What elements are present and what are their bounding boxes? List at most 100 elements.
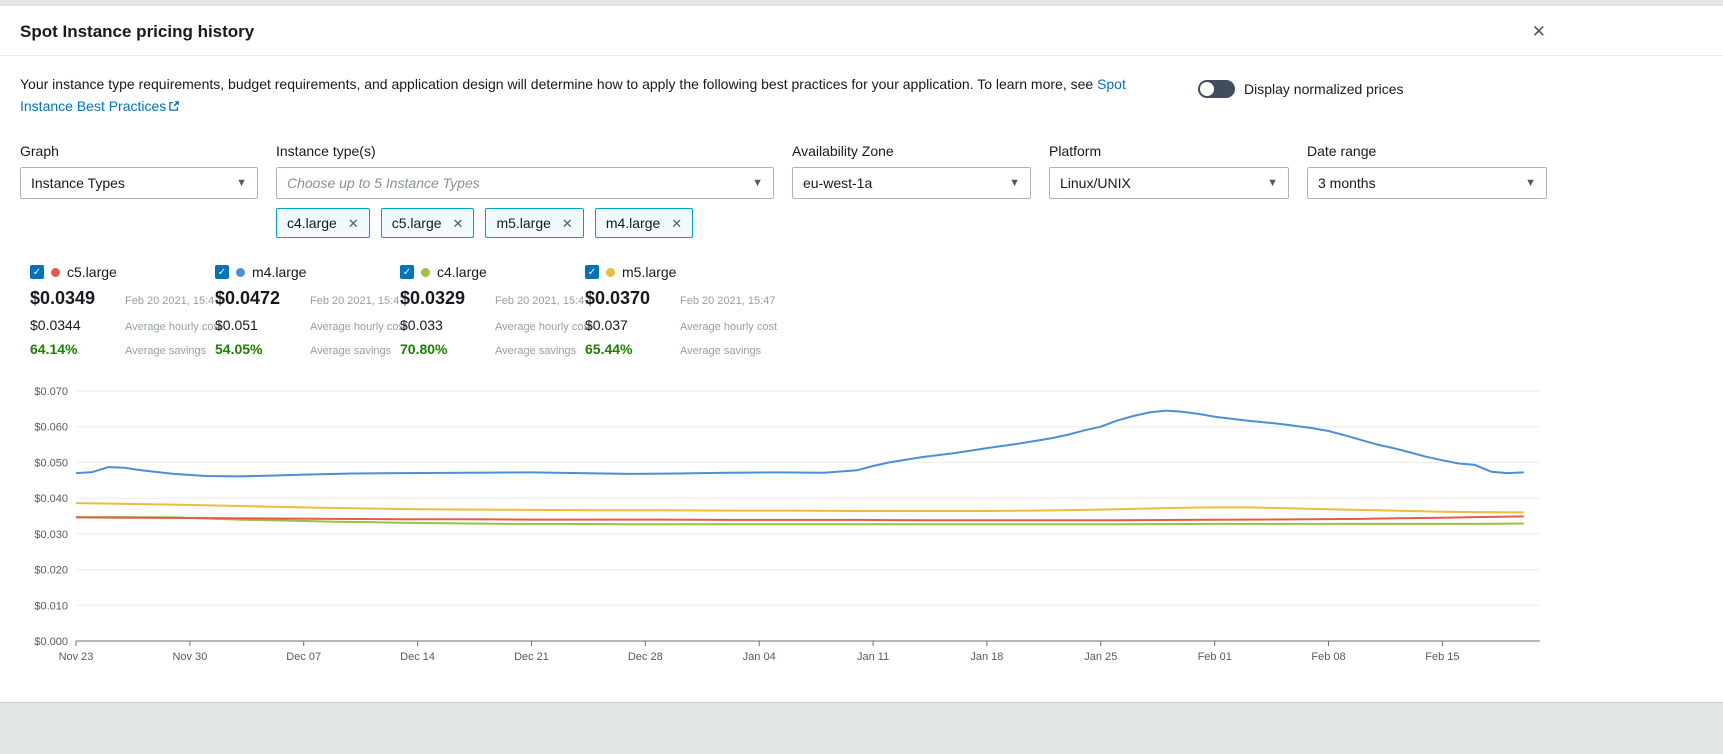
series-name: c5.large	[67, 264, 117, 281]
svg-text:Jan 11: Jan 11	[857, 651, 889, 663]
tag-dismiss-icon[interactable]: ✕	[347, 215, 359, 231]
chevron-down-icon: ▼	[752, 176, 763, 189]
series-checkbox[interactable]: ✓	[400, 265, 414, 280]
modal-header: Spot Instance pricing history ✕	[0, 6, 1723, 56]
platform-field: Platform Linux/UNIX ▼	[1049, 143, 1289, 200]
availability-zone-label: Availability Zone	[792, 143, 894, 160]
average-price-label: Average hourly cost	[125, 321, 223, 334]
tag-dismiss-icon[interactable]: ✕	[671, 215, 683, 231]
best-practices-link[interactable]: Spot Instance Best Practices	[20, 76, 1126, 114]
average-savings: 64.14%	[30, 341, 78, 358]
tag-c5large: c5.large ✕	[380, 208, 475, 239]
spot-pricing-history-modal: Spot Instance pricing history ✕ Your ins…	[0, 6, 1723, 704]
average-savings-label: Average savings	[680, 345, 762, 358]
average-price: $0.037	[585, 317, 628, 334]
average-price: $0.033	[400, 317, 443, 334]
toggle-knob	[1200, 82, 1214, 96]
filters-row: Graph Instance Types ▼ Instance type(s) …	[20, 143, 1548, 239]
current-price: $0.0370	[585, 288, 651, 309]
tag-label: m4.large	[605, 215, 661, 232]
chevron-down-icon: ▼	[1525, 176, 1536, 189]
availability-zone-field: Availability Zone eu-west-1a ▼	[792, 143, 1031, 200]
legend-card-c5large: ✓ c5.large $0.0349 Feb 20 2021, 15:47 $0.…	[30, 264, 222, 358]
series-checkbox[interactable]: ✓	[30, 265, 44, 280]
chevron-down-icon: ▼	[1009, 176, 1020, 189]
price-timestamp: Feb 20 2021, 15:47	[310, 295, 406, 308]
legend-card-m5large: ✓ m5.large $0.0370 Feb 20 2021, 15:47 $0.…	[585, 264, 777, 358]
average-savings: 70.80%	[400, 341, 448, 358]
average-price-label: Average hourly cost	[680, 321, 778, 334]
series-color-dot	[421, 267, 430, 277]
series-name: m4.large	[252, 264, 307, 281]
date-range-field: Date range 3 months ▼	[1307, 143, 1547, 200]
svg-text:$0.040: $0.040	[34, 493, 68, 505]
platform-label: Platform	[1049, 143, 1102, 160]
price-chart-svg: $0.000 $0.010 $0.020 $0.030 $0.040 $0.050 $0.0…	[34, 386, 1540, 663]
instance-types-select[interactable]: Choose up to 5 Instance Types ▼	[276, 167, 774, 200]
svg-text:$0.000: $0.000	[34, 636, 68, 648]
date-range-label: Date range	[1307, 143, 1377, 160]
price-timestamp: Feb 20 2021, 15:47	[495, 295, 591, 308]
platform-value: Linux/UNIX	[1060, 175, 1131, 192]
average-price-label: Average hourly cost	[310, 321, 408, 334]
page-title: Spot Instance pricing history	[20, 21, 255, 41]
series-name: m5.large	[622, 264, 677, 281]
chevron-down-icon: ▼	[236, 176, 247, 189]
close-icon[interactable]: ✕	[1531, 22, 1546, 41]
average-price: $0.051	[215, 317, 258, 334]
legend-card-c4large: ✓ c4.large $0.0329 Feb 20 2021, 15:47 $0.…	[400, 264, 592, 358]
tag-c4large: c4.large ✕	[276, 208, 370, 239]
current-price: $0.0472	[215, 288, 281, 309]
tag-label: c4.large	[287, 215, 337, 232]
average-savings-label: Average savings	[125, 345, 207, 358]
average-savings-label: Average savings	[310, 345, 392, 358]
instance-type-tags: c4.large ✕ c5.large ✕ m5.large ✕ m4.larg…	[276, 208, 774, 239]
tag-label: m5.large	[496, 215, 551, 232]
graph-select[interactable]: Instance Types ▼	[20, 167, 258, 200]
svg-text:Jan 04: Jan 04	[743, 651, 776, 663]
series-color-dot	[606, 267, 615, 277]
series-checkbox[interactable]: ✓	[585, 265, 599, 280]
tag-dismiss-icon[interactable]: ✕	[452, 215, 464, 231]
legend-card-m4large: ✓ m4.large $0.0472 Feb 20 2021, 15:47 $0.…	[215, 264, 407, 358]
svg-text:Dec 14: Dec 14	[400, 651, 435, 663]
graph-select-value: Instance Types	[31, 175, 125, 192]
tag-dismiss-icon[interactable]: ✕	[561, 215, 573, 231]
current-price: $0.0349	[30, 288, 96, 309]
current-price: $0.0329	[400, 288, 466, 309]
svg-text:Jan 18: Jan 18	[970, 651, 1003, 663]
price-timestamp: Feb 20 2021, 15:47	[125, 295, 221, 308]
svg-text:$0.050: $0.050	[34, 458, 68, 470]
pricing-history-chart: $0.000 $0.010 $0.020 $0.030 $0.040 $0.050 $0.0…	[20, 379, 1548, 676]
instance-types-field: Instance type(s) Choose up to 5 Instance…	[276, 143, 774, 239]
tag-m5large: m5.large ✕	[485, 208, 584, 239]
normalized-prices-toggle[interactable]	[1198, 80, 1235, 98]
svg-text:Dec 07: Dec 07	[286, 651, 321, 663]
normalized-prices-toggle-group: Display normalized prices	[1198, 79, 1404, 99]
tag-label: c5.large	[391, 215, 442, 232]
svg-text:$0.060: $0.060	[34, 422, 68, 434]
svg-text:Jan 25: Jan 25	[1084, 651, 1117, 663]
svg-text:$0.020: $0.020	[34, 565, 68, 577]
availability-zone-select[interactable]: eu-west-1a ▼	[792, 167, 1031, 200]
series-checkbox[interactable]: ✓	[215, 265, 229, 280]
instance-types-placeholder: Choose up to 5 Instance Types	[287, 175, 480, 192]
intro-text: Your instance type requirements, budget …	[20, 74, 1140, 117]
series-color-dot	[236, 267, 245, 277]
price-timestamp: Feb 20 2021, 15:47	[680, 295, 776, 308]
svg-text:$0.070: $0.070	[34, 386, 68, 398]
date-range-select[interactable]: 3 months ▼	[1307, 167, 1547, 200]
svg-text:$0.030: $0.030	[34, 529, 68, 541]
platform-select[interactable]: Linux/UNIX ▼	[1049, 167, 1289, 200]
svg-text:$0.010: $0.010	[34, 601, 68, 613]
svg-text:Feb 15: Feb 15	[1425, 651, 1459, 663]
average-savings: 54.05%	[215, 341, 263, 358]
average-price: $0.0344	[30, 317, 81, 334]
tag-m4large: m4.large ✕	[594, 208, 694, 239]
graph-label: Graph	[20, 143, 59, 160]
intro-row: Your instance type requirements, budget …	[20, 74, 1548, 117]
instance-types-label: Instance type(s)	[276, 143, 376, 160]
date-range-value: 3 months	[1318, 175, 1376, 192]
average-savings: 65.44%	[585, 341, 633, 358]
series-color-dot	[51, 267, 60, 277]
